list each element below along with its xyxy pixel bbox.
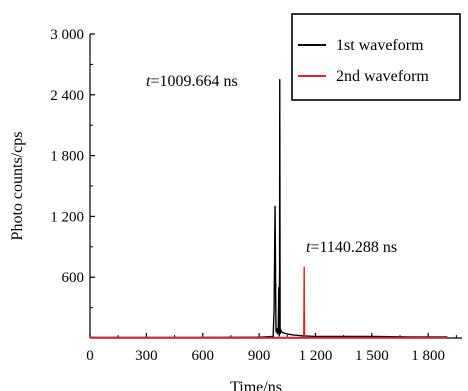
legend-box	[291, 13, 461, 101]
data-point	[333, 335, 335, 338]
legend: 1st waveform 2nd waveform	[291, 13, 461, 101]
annotation-value: =1140.288 ns	[310, 239, 397, 256]
data-point	[292, 334, 294, 336]
data-point	[371, 335, 373, 338]
data-point	[314, 336, 317, 339]
legend-label-2: 2nd waveform	[336, 68, 429, 85]
y-tick-label: 2 400	[50, 88, 84, 104]
data-point	[278, 286, 280, 288]
series-line-1	[90, 79, 447, 339]
x-axis-label: Time/ns	[230, 379, 282, 391]
y-axis-label: Photo counts/cps	[9, 132, 26, 241]
annotation-value: =1009.664 ns	[150, 73, 237, 90]
x-tick-label: 1 200	[299, 348, 333, 364]
data-point	[273, 307, 275, 309]
axes: 0 300 600 900 1 200 1 500 1 800 600 1 200 1 800 2 …	[9, 27, 462, 391]
data-point	[278, 335, 280, 337]
data-point	[303, 333, 306, 335]
annotation-label: t=1140.288 ns	[306, 239, 397, 256]
y-tick-label: 1 200	[50, 209, 84, 225]
data-point	[296, 336, 298, 339]
x-tick-label: 300	[135, 348, 158, 364]
data-point	[279, 79, 281, 81]
data-point	[275, 331, 277, 333]
x-tick-label: 600	[191, 348, 214, 364]
series-line-2	[90, 267, 447, 339]
data-point	[145, 336, 147, 339]
y-tick-label: 3 000	[50, 27, 84, 43]
data-point	[282, 332, 285, 334]
data-point	[286, 333, 288, 335]
data-point	[276, 333, 279, 335]
annotation-label: t=1009.664 ns	[146, 73, 238, 90]
data-point	[272, 335, 274, 338]
y-tick-label: 1 800	[50, 149, 84, 165]
y-tick-label: 600	[62, 270, 85, 286]
data-point	[278, 276, 281, 278]
annotation-variable: t	[306, 239, 311, 256]
series-layer	[89, 79, 448, 339]
x-tick-label: 0	[86, 348, 94, 364]
data-point	[277, 327, 279, 329]
data-point	[89, 336, 91, 339]
data-point	[202, 336, 204, 339]
data-point	[314, 335, 317, 338]
data-point	[279, 333, 281, 335]
x-tick-label: 1 800	[411, 348, 445, 364]
legend-label-1: 1st waveform	[336, 37, 424, 54]
data-point	[281, 331, 283, 333]
data-point	[258, 336, 260, 339]
data-point	[274, 205, 276, 207]
x-tick-label: 900	[248, 348, 271, 364]
annotations: t=1009.664 nst=1140.288 ns	[146, 73, 397, 256]
data-point	[304, 336, 306, 339]
data-point	[303, 266, 305, 268]
x-tick-label: 1 500	[355, 348, 389, 364]
data-point	[280, 329, 282, 331]
data-point	[302, 336, 304, 339]
annotation-variable: t	[146, 73, 151, 90]
data-point	[303, 332, 305, 334]
data-point	[371, 336, 373, 339]
data-point	[276, 329, 278, 331]
data-point	[446, 336, 448, 339]
